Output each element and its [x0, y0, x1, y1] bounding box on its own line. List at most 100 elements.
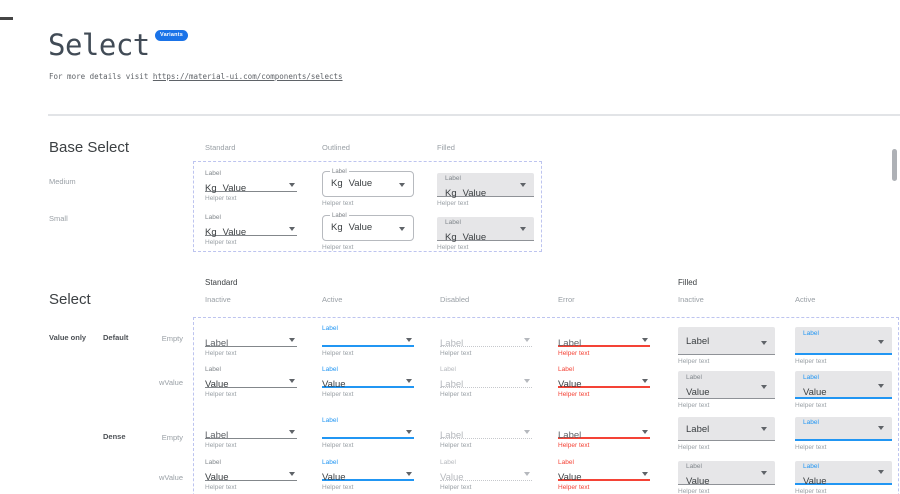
row-density-dense: Dense — [103, 432, 126, 441]
select-std-error-default-wvalue[interactable]: Label Value Helper text — [558, 366, 650, 398]
select-field[interactable]: Label Kg Value — [322, 168, 414, 197]
select-field[interactable] — [322, 333, 414, 347]
select-fil-inactive-dense-empty[interactable]: Label Helper text — [678, 417, 775, 451]
select-field[interactable]: Label — [205, 425, 297, 441]
select-std-disabled-default-wvalue[interactable]: Label Label Helper text — [440, 366, 532, 398]
col-std-error: Error — [558, 295, 575, 304]
floating-label: Label — [330, 212, 349, 220]
floating-label: Label — [205, 459, 221, 466]
select-std-active-default-empty[interactable]: Label Helper text — [322, 325, 414, 357]
select-std-error-dense-wvalue[interactable]: Label Value Helper text — [558, 459, 650, 491]
row-variant-wvalue-default: wValue — [158, 378, 183, 387]
base-select-heading: Base Select — [49, 139, 130, 156]
select-std-disabled-dense-wvalue[interactable]: Label Value Helper text — [440, 459, 532, 491]
dropdown-arrow-icon — [878, 340, 884, 344]
select-fil-active-dense-wvalue[interactable]: Label Value Helper text — [795, 461, 892, 494]
base-outlined-medium-select[interactable]: Label Kg Value Helper text — [322, 168, 414, 207]
select-field[interactable]: Label — [440, 374, 532, 390]
select-std-inactive-default-wvalue[interactable]: Label Value Helper text — [205, 366, 297, 398]
base-col-outlined: Outlined — [322, 143, 350, 152]
select-std-active-dense-empty[interactable]: Label Helper text — [322, 417, 414, 449]
floating-label: Label — [803, 419, 819, 426]
base-outlined-small-select[interactable]: Label Kg Value Helper text — [322, 212, 414, 251]
select-field[interactable]: Label Kg Value — [437, 173, 534, 199]
adornment: Kg — [331, 178, 343, 189]
floating-label — [440, 325, 532, 333]
select-field[interactable]: Label Value — [678, 461, 775, 487]
select-field[interactable]: Label — [558, 425, 650, 441]
floating-label — [440, 417, 532, 425]
select-std-error-dense-empty[interactable]: Label Helper text — [558, 417, 650, 449]
helper-text: Helper text — [440, 484, 472, 491]
floating-label: Label — [322, 417, 338, 424]
select-field[interactable]: Label Value — [795, 461, 892, 487]
select-std-disabled-dense-empty[interactable]: Label Helper text — [440, 417, 532, 449]
select-field[interactable]: Label — [678, 327, 775, 355]
base-filled-small-select[interactable]: Label Kg Value Helper text — [437, 217, 534, 251]
select-fil-inactive-dense-wvalue[interactable]: Label Value Helper text — [678, 461, 775, 494]
select-field[interactable]: Label Value — [795, 371, 892, 399]
floating-label: Label — [558, 366, 574, 373]
select-value: Label — [558, 338, 582, 349]
select-std-error-default-empty[interactable]: Label Helper text — [558, 325, 650, 357]
select-value: Value — [803, 476, 827, 487]
row-group-value-only: Value only — [49, 333, 87, 342]
subtitle: For more details visit https://material-… — [49, 72, 343, 81]
select-field[interactable]: Label — [795, 327, 892, 355]
select-std-active-default-wvalue[interactable]: Label Value Helper text — [322, 366, 414, 398]
top-left-dash — [0, 17, 13, 20]
floating-label: Label — [440, 366, 456, 373]
helper-text: Helper text — [322, 244, 354, 251]
select-value: Value — [348, 222, 373, 233]
select-field[interactable]: Label — [678, 417, 775, 441]
dropdown-arrow-icon — [399, 227, 405, 231]
select-std-inactive-dense-empty[interactable]: Label Helper text — [205, 417, 297, 449]
select-field[interactable]: Label — [440, 425, 532, 441]
dropdown-arrow-icon — [520, 183, 526, 187]
base-col-standard: Standard — [205, 143, 236, 152]
select-field[interactable]: Value — [440, 467, 532, 483]
select-std-disabled-default-empty[interactable]: Label Helper text — [440, 325, 532, 357]
dropdown-arrow-icon — [406, 379, 412, 383]
select-field[interactable]: Kg Value — [205, 222, 297, 238]
base-standard-small-select[interactable]: Label Kg Value Helper text — [205, 214, 297, 246]
select-std-inactive-default-empty[interactable]: Label Helper text — [205, 325, 297, 357]
base-filled-medium-select[interactable]: Label Kg Value Helper text — [437, 173, 534, 207]
select-value: Label — [440, 379, 464, 390]
helper-text: Helper text — [205, 350, 237, 357]
select-field[interactable]: Label — [795, 417, 892, 441]
floating-label: Label — [330, 168, 349, 176]
select-fil-inactive-default-empty[interactable]: Label Helper text — [678, 327, 775, 365]
select-fil-active-default-empty[interactable]: Label Helper text — [795, 327, 892, 365]
select-field[interactable]: Label — [440, 333, 532, 349]
dropdown-arrow-icon — [399, 183, 405, 187]
select-value: Value — [462, 232, 487, 243]
base-standard-medium-select[interactable]: Label Kg Value Helper text — [205, 170, 297, 202]
select-field[interactable] — [322, 425, 414, 439]
select-field[interactable]: Label — [558, 333, 650, 349]
select-value: Value — [558, 379, 582, 390]
select-std-inactive-dense-wvalue[interactable]: Label Value Helper text — [205, 459, 297, 491]
select-field[interactable]: Label — [205, 333, 297, 349]
floating-label: Label — [440, 459, 456, 466]
subtitle-link[interactable]: https://material-ui.com/components/selec… — [152, 72, 343, 81]
select-field[interactable]: Value — [205, 374, 297, 390]
select-fil-active-dense-empty[interactable]: Label Helper text — [795, 417, 892, 451]
select-field[interactable]: Value — [558, 374, 650, 390]
select-fil-active-default-wvalue[interactable]: Label Value Helper text — [795, 371, 892, 409]
select-field[interactable]: Value — [205, 467, 297, 483]
select-value: Value — [440, 472, 464, 483]
helper-text: Helper text — [205, 239, 237, 246]
select-field[interactable]: Label Kg Value — [437, 217, 534, 243]
select-field[interactable]: Value — [322, 374, 414, 390]
select-field[interactable]: Label Kg Value — [322, 212, 414, 241]
helper-text: Helper text — [795, 488, 827, 494]
select-std-active-dense-wvalue[interactable]: Label Value Helper text — [322, 459, 414, 491]
select-fil-inactive-default-wvalue[interactable]: Label Value Helper text — [678, 371, 775, 409]
select-field[interactable]: Value — [558, 467, 650, 483]
vertical-scrollbar-thumb[interactable] — [892, 149, 897, 181]
select-field[interactable]: Kg Value — [205, 178, 297, 194]
select-field[interactable]: Value — [322, 467, 414, 483]
select-field[interactable]: Label Value — [678, 371, 775, 399]
